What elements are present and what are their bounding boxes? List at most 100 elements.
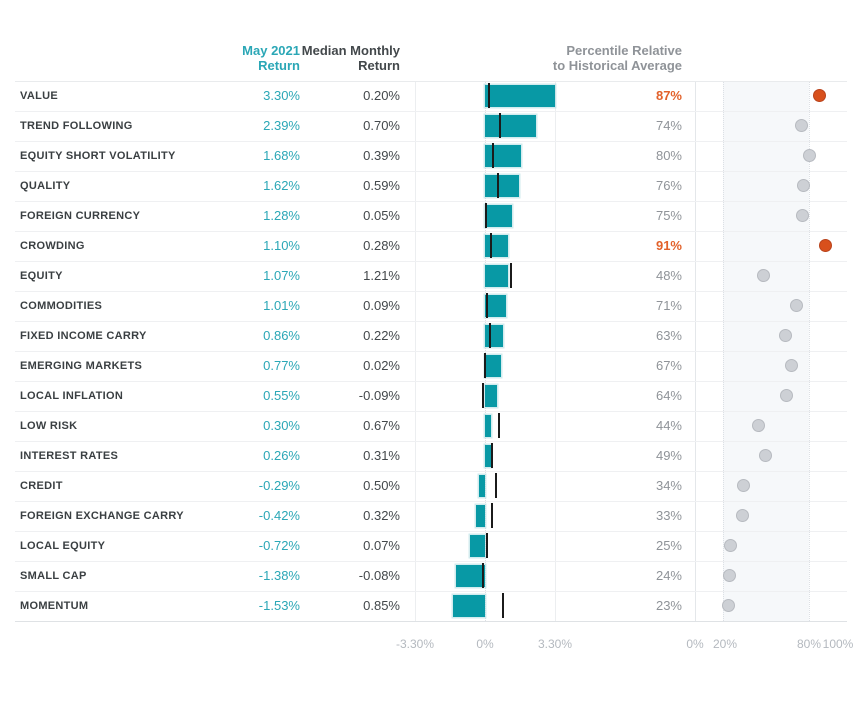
median-tick	[485, 203, 488, 228]
return-bar[interactable]	[476, 505, 485, 527]
percentile-dot[interactable]	[784, 359, 798, 372]
row-separator	[15, 471, 847, 472]
return-bar[interactable]	[478, 475, 485, 497]
table-row: SMALL CAP -1.38% -0.08% 24%	[0, 561, 855, 591]
return-bar[interactable]	[485, 145, 521, 167]
factor-label: LOCAL INFLATION	[20, 390, 124, 402]
row-separator	[15, 381, 847, 382]
percentile-dot[interactable]	[780, 389, 794, 402]
return-bar[interactable]	[485, 445, 491, 467]
percentile-dot[interactable]	[737, 479, 751, 492]
percentile-value: 75%	[655, 208, 682, 223]
header-line: Percentile Relative	[566, 43, 682, 58]
percentile-dot[interactable]	[722, 569, 736, 582]
median-return-value: 0.59%	[363, 178, 400, 193]
median-tick	[484, 353, 487, 378]
row-separator	[15, 171, 847, 172]
table-row: FOREIGN CURRENCY 1.28% 0.05% 75%	[0, 201, 855, 231]
median-tick	[498, 413, 501, 438]
return-bar[interactable]	[455, 565, 485, 587]
return-bar[interactable]	[485, 265, 508, 287]
column-header-percentile: Percentile Relative to Historical Averag…	[480, 43, 682, 73]
percentile-value: 33%	[655, 508, 682, 523]
factor-label: QUALITY	[20, 180, 71, 192]
percentile-value: 44%	[655, 418, 682, 433]
percentile-dot[interactable]	[724, 539, 738, 552]
return-bar[interactable]	[485, 415, 492, 437]
median-tick	[482, 563, 485, 588]
may-return-value: 1.01%	[263, 298, 300, 313]
median-return-value: 0.09%	[363, 298, 400, 313]
factor-label: EMERGING MARKETS	[20, 360, 143, 372]
may-return-value: 1.62%	[263, 178, 300, 193]
return-bar[interactable]	[485, 175, 520, 197]
percentile-dot[interactable]	[778, 329, 792, 342]
median-return-value: 0.05%	[363, 208, 400, 223]
median-return-value: 0.22%	[363, 328, 400, 343]
return-bar[interactable]	[452, 595, 485, 617]
return-bar[interactable]	[485, 235, 509, 257]
table-row: VALUE 3.30% 0.20% 87%	[0, 81, 855, 111]
table-row: TREND FOLLOWING 2.39% 0.70% 74%	[0, 111, 855, 141]
percentile-dot[interactable]	[721, 599, 735, 612]
percentile-value: 87%	[655, 88, 682, 103]
row-separator	[15, 291, 847, 292]
median-return-value: 0.67%	[363, 418, 400, 433]
return-bar[interactable]	[485, 205, 513, 227]
row-separator	[15, 411, 847, 412]
percentile-value: 91%	[655, 238, 682, 253]
percentile-value: 80%	[655, 148, 682, 163]
percentile-dot[interactable]	[803, 149, 817, 162]
factor-label: TREND FOLLOWING	[20, 120, 133, 132]
header-line: Return	[258, 58, 300, 73]
factor-label: EQUITY	[20, 270, 63, 282]
percentile-dot[interactable]	[797, 179, 811, 192]
median-tick	[489, 233, 492, 258]
return-bar[interactable]	[485, 115, 536, 137]
percentile-value: 25%	[655, 538, 682, 553]
percentile-dot[interactable]	[735, 509, 749, 522]
table-row: EQUITY SHORT VOLATILITY 1.68% 0.39% 80%	[0, 141, 855, 171]
table-row: EMERGING MARKETS 0.77% 0.02% 67%	[0, 351, 855, 381]
median-tick	[485, 533, 488, 558]
row-separator	[15, 591, 847, 592]
factor-label: INTEREST RATES	[20, 450, 119, 462]
may-return-value: 2.39%	[263, 118, 300, 133]
median-tick	[488, 323, 491, 348]
percentile-dot[interactable]	[790, 299, 804, 312]
percentile-axis-tick: 20%	[712, 637, 738, 651]
may-return-value: 1.10%	[263, 238, 300, 253]
return-bar[interactable]	[469, 535, 485, 557]
return-bar[interactable]	[485, 355, 502, 377]
percentile-axis-tick: 100%	[822, 637, 854, 651]
percentile-dot[interactable]	[818, 239, 832, 252]
factor-label: EQUITY SHORT VOLATILITY	[20, 150, 176, 162]
return-bar[interactable]	[485, 385, 497, 407]
percentile-axis-tick: 0%	[686, 637, 704, 651]
median-return-value: 0.32%	[363, 508, 400, 523]
factor-label: FIXED INCOME CARRY	[20, 330, 147, 342]
percentile-dot[interactable]	[794, 119, 808, 132]
table-row: FOREIGN EXCHANGE CARRY -0.42% 0.32% 33%	[0, 501, 855, 531]
return-bar[interactable]	[485, 85, 555, 107]
row-separator	[15, 561, 847, 562]
may-return-value: 0.55%	[263, 388, 300, 403]
bar-axis-tick: 3.30%	[537, 637, 573, 651]
percentile-value: 63%	[655, 328, 682, 343]
percentile-dot[interactable]	[751, 419, 765, 432]
row-separator	[15, 231, 847, 232]
median-tick	[482, 383, 485, 408]
percentile-dot[interactable]	[796, 209, 809, 222]
median-tick	[488, 83, 491, 108]
column-header-median-return: Median Monthly Return	[260, 43, 400, 73]
median-return-value: 0.20%	[363, 88, 400, 103]
return-bar[interactable]	[485, 295, 507, 317]
factor-label: FOREIGN CURRENCY	[20, 210, 141, 222]
percentile-dot[interactable]	[757, 269, 771, 282]
table-row: MOMENTUM -1.53% 0.85% 23%	[0, 591, 855, 621]
percentile-dot[interactable]	[813, 89, 827, 102]
percentile-value: 49%	[655, 448, 682, 463]
may-return-value: -1.53%	[258, 598, 300, 613]
percentile-dot[interactable]	[758, 449, 772, 462]
